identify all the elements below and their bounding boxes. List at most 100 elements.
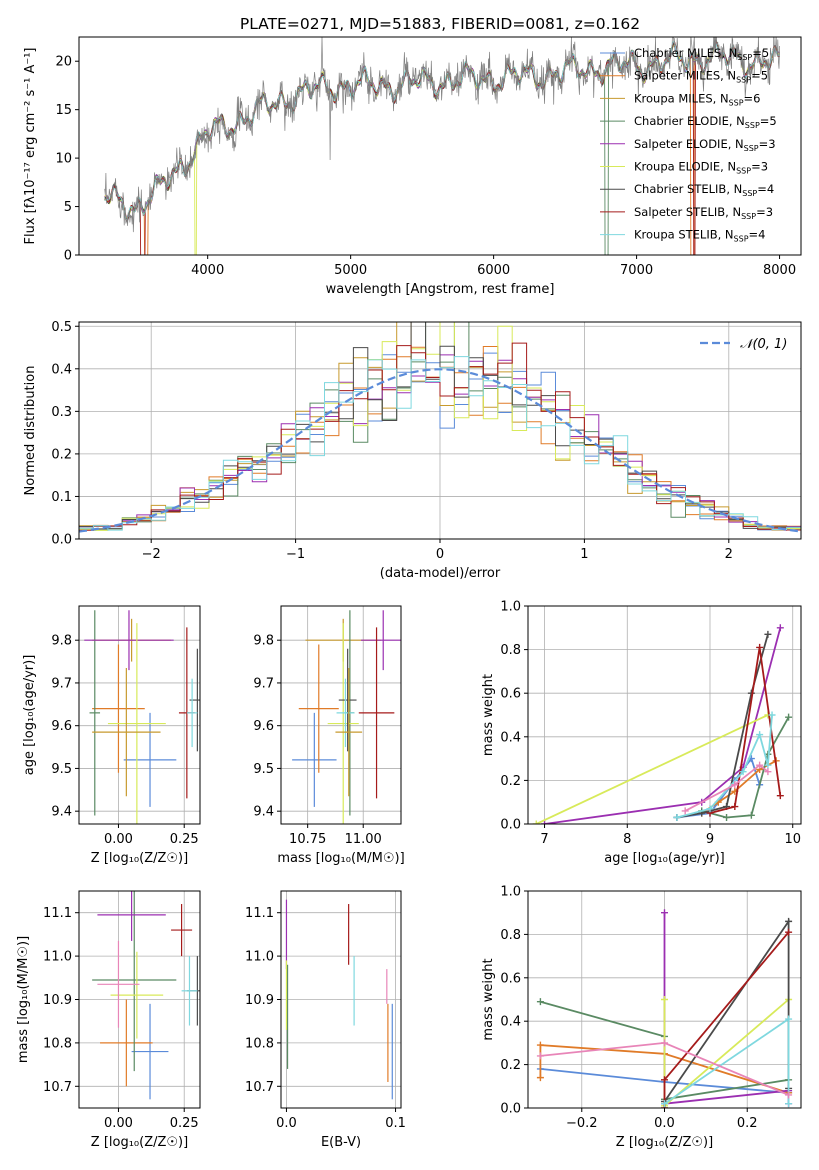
weight_vs_age-ytick-label: 0.4 <box>500 730 521 745</box>
figure-title: PLATE=0271, MJD=51883, FIBERID=0081, z=0… <box>240 15 640 33</box>
weight_vs_age-series-marker <box>541 820 549 824</box>
spectrum-legend-label: Kroupa MILES, NSSP=6 <box>634 91 760 107</box>
weight_vs_age-series-marker <box>681 807 689 815</box>
weight_vs_age-series-line <box>709 647 782 814</box>
weight_vs_z-frame <box>527 890 802 1109</box>
weight_vs_age-series-marker <box>731 781 739 789</box>
weight_vs_age-ytick-label: 0.8 <box>500 643 521 658</box>
weight_vs_z-series-marker <box>536 1052 544 1060</box>
mass_vs_z-ytick-label: 11.0 <box>43 950 72 965</box>
weight_vs_age-series-marker <box>739 768 747 776</box>
weight_vs_z-series-marker <box>661 996 668 1003</box>
age_vs_z-axes: 9.4 9.5 9.6 9.7 9.8 0.00 0.25 Z [log₁₀(Z/Z☉)] ag… <box>22 605 201 866</box>
residuals-axes: 0.0 0.1 0.2 0.3 0.4 0.5 −2 −1 0 1 2 (data-model)/er… <box>23 320 802 581</box>
age_vs_mass-xtick-label: 10.75 <box>289 832 326 847</box>
weight_vs_z-series-marker <box>661 1039 668 1047</box>
weight_vs_z-series-line <box>663 918 790 1103</box>
spectrum-ylabel: Flux [fλ10⁻¹⁷ erg cm⁻² s⁻¹ A⁻¹] <box>23 48 38 245</box>
spectrum-plot-area <box>104 37 780 255</box>
residuals-ytick-label: 0.2 <box>51 447 72 462</box>
mass_vs_z-ylabel: mass [log₁₀(M/M☉)] <box>16 936 31 1063</box>
spectrum-legend-label: Chabrier STELIB, NSSP=4 <box>634 182 774 198</box>
weight_vs_age-xtick-label: 9 <box>706 832 714 847</box>
mass_vs_z-ytick-label: 10.9 <box>43 993 72 1008</box>
age_vs_z-ytick-label: 9.8 <box>51 634 72 649</box>
spectrum-legend-label: Salpeter ELODIE, NSSP=3 <box>634 137 776 153</box>
mass_vs_ebv-xlabel: E(B-V) <box>321 1135 361 1150</box>
spectrum-legend-label: Kroupa STELIB, NSSP=4 <box>634 228 765 244</box>
age_vs_mass-frame <box>280 605 402 825</box>
weight_vs_age-series-marker <box>776 792 784 800</box>
weight_vs_z-xtick-label: 0.2 <box>737 1116 758 1131</box>
spectrum-legend-label: Salpeter MILES, NSSP=5 <box>634 69 768 85</box>
residuals-ytick-label: 0.0 <box>51 533 72 548</box>
weight_vs_age-series-marker <box>532 820 540 824</box>
mass_vs_ebv-ytick-label: 11.0 <box>245 950 274 965</box>
weight_vs_age-frame <box>527 605 802 825</box>
mass_vs_z-axes: 10.7 10.8 10.9 11.0 11.1 0.00 0.25 Z [log₁₀(Z/Z… <box>16 890 201 1150</box>
spectrum-legend-label: Salpeter STELIB, NSSP=3 <box>634 205 773 221</box>
mass_vs_ebv-ytick-label: 10.9 <box>245 993 274 1008</box>
weight_vs_z-ytick-label: 0.8 <box>500 928 521 943</box>
weight_vs_z-ylabel: mass weight <box>481 958 496 1040</box>
residuals-frame <box>78 321 802 540</box>
weight_vs_age-series-marker <box>764 761 772 769</box>
spectrum-legend: Chabrier MILES, NSSP=5 Salpeter MILES, NS… <box>600 46 777 244</box>
weight_vs_age-xtick-label: 8 <box>623 832 631 847</box>
residual-histogram-step <box>79 342 801 531</box>
spectrum-axes: 0 5 10 15 20 4000 5000 6000 7000 8000 wavelength [… <box>23 36 802 297</box>
age_vs_z-ytick-label: 9.7 <box>51 676 72 691</box>
weight_vs_z-ytick-label: 0.6 <box>500 971 521 986</box>
weight_vs_z-axes: 0.0 0.2 0.4 0.6 0.8 1.0 −0.2 0.0 0.2 Z [log₁₀(Z/Z… <box>481 885 802 1150</box>
mass_vs_z-plot-area <box>79 891 200 1108</box>
weight_vs_z-series-marker <box>536 1074 544 1082</box>
residuals-legend-label: 𝒩(0, 1) <box>740 337 787 352</box>
spectrum-xtick-label: 8000 <box>763 263 796 278</box>
age_vs_z-ytick-label: 9.5 <box>51 762 72 777</box>
mass_vs_z-ytick-label: 10.7 <box>43 1080 72 1095</box>
spectrum-xtick-label: 5000 <box>334 263 367 278</box>
mass_vs_z-xtick-label: 0.00 <box>104 1116 133 1131</box>
weight_vs_z-ytick-label: 0.4 <box>500 1015 521 1030</box>
weight_vs_age-xtick-label: 10 <box>784 832 801 847</box>
weight_vs_age-series-marker <box>747 811 755 819</box>
residuals-ytick-label: 0.4 <box>51 362 72 377</box>
weight_vs_age-ytick-label: 0.2 <box>500 774 521 789</box>
weight_vs_age-series-marker <box>768 711 776 719</box>
age_vs_mass-ytick-label: 9.7 <box>253 676 274 691</box>
age_vs_mass-xlabel: mass [log₁₀(M/M☉)] <box>277 851 404 866</box>
age_vs_mass-ytick-label: 9.6 <box>253 719 274 734</box>
weight_vs_age-ytick-label: 0.6 <box>500 687 521 702</box>
weight_vs_age-series-marker <box>673 813 681 821</box>
age_vs_mass-ytick-label: 9.5 <box>253 762 274 777</box>
spectrum-legend-label: Kroupa ELODIE, NSSP=3 <box>634 160 768 176</box>
spectrum-ytick-label: 0 <box>64 249 72 264</box>
weight_vs_age-ytick-label: 0.0 <box>500 818 521 833</box>
residuals-xtick-label: −1 <box>286 547 305 562</box>
residual-gaussian-curve <box>79 368 801 533</box>
mass_vs_ebv-ytick-label: 11.1 <box>245 906 274 921</box>
spectrum-legend-label: Chabrier ELODIE, NSSP=5 <box>634 114 777 130</box>
weight_vs_z-xtick-label: −0.2 <box>566 1116 598 1131</box>
residuals-ylabel: Normed distribution <box>23 366 38 496</box>
weight_vs_age-xlabel: age [log₁₀(age/yr)] <box>604 851 725 866</box>
spectrum-ytick-label: 20 <box>55 55 72 70</box>
weight_vs_age-series-marker <box>731 803 739 811</box>
weight_vs_age-series-marker <box>764 630 772 638</box>
age_vs_z-xtick-label: 0.25 <box>170 832 199 847</box>
age_vs_z-frame <box>78 605 201 825</box>
age_vs_z-ytick-label: 9.6 <box>51 719 72 734</box>
weight_vs_z-series-marker <box>661 1076 668 1084</box>
weight_vs_z-xtick-label: 0.0 <box>654 1116 675 1131</box>
weight_vs_age-series-line <box>544 627 782 824</box>
residuals-ytick-label: 0.1 <box>51 490 72 505</box>
age_vs_mass-plot-area <box>281 606 401 824</box>
residuals-xtick-label: 1 <box>580 547 588 562</box>
weight_vs_age-series-marker <box>785 713 793 721</box>
mass_vs_z-xlabel: Z [log₁₀(Z/Z☉)] <box>91 1135 188 1150</box>
age_vs_z-xlabel: Z [log₁₀(Z/Z☉)] <box>91 851 188 866</box>
residuals-ytick-label: 0.5 <box>51 320 72 335</box>
mass_vs_z-frame <box>78 890 201 1109</box>
